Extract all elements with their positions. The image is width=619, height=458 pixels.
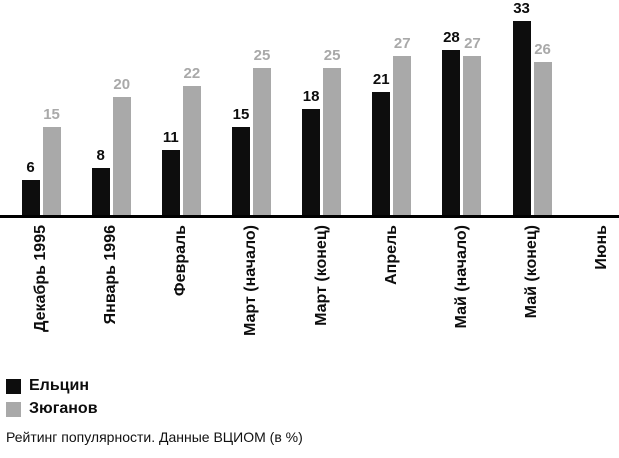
bar-value-label: 33: [513, 0, 530, 17]
x-axis-labels: Декабрь 1995 Январь 1996 Февраль Март (нача…: [0, 218, 619, 368]
bar: 6: [21, 160, 40, 215]
x-axis-label-cell: Июнь: [567, 218, 619, 368]
bar-group: 18 25: [287, 0, 357, 215]
x-axis-label-cell: Май (начало): [427, 218, 497, 368]
x-axis-label-cell: Декабрь 1995: [6, 218, 76, 368]
legend-item: Зюганов: [6, 401, 98, 417]
x-axis-label-cell: Май (конец): [497, 218, 567, 368]
bar-value-label: 8: [96, 146, 105, 164]
bar-value-label: 6: [26, 158, 35, 176]
bar-value-label: 25: [323, 47, 341, 64]
x-axis-label: Март (начало): [242, 225, 260, 336]
x-axis-label: Июнь: [592, 225, 610, 270]
bar: 26: [533, 42, 552, 215]
x-axis-label-cell: Март (начало): [216, 218, 286, 368]
legend-label: Зюганов: [29, 400, 98, 417]
bar-value-label: 25: [253, 47, 271, 64]
x-axis-label: Январь 1996: [102, 225, 120, 325]
legend-item: Ельцин: [6, 378, 98, 394]
bar: 27: [393, 36, 412, 215]
bar: 18: [302, 89, 321, 215]
bar: 8: [91, 148, 110, 215]
x-axis-label-cell: Апрель: [357, 218, 427, 368]
bar-group: 8 20: [76, 0, 146, 215]
bar: 25: [323, 48, 342, 215]
bar-value-label: 20: [113, 76, 131, 94]
bar: 22: [182, 66, 201, 215]
bar-value-label: 15: [43, 105, 60, 123]
legend-swatch: [6, 401, 21, 417]
bar-value-label: 15: [232, 105, 250, 123]
bar: 15: [231, 107, 250, 215]
x-axis-label-cell: Февраль: [146, 218, 216, 368]
plot-area: 6 15 8 20 11 22 15 25 18 25 21 27 28 27 33 26: [0, 0, 619, 215]
bar-group: 15 25: [216, 0, 286, 215]
bar-value-label: 18: [302, 88, 320, 106]
bar-group: [567, 0, 619, 215]
bar-value-label: 27: [393, 35, 411, 53]
bar: 25: [252, 48, 271, 215]
x-axis-label: Май (начало): [452, 225, 470, 329]
bar-value-label: 11: [162, 129, 179, 147]
legend: Ельцин Зюганов: [6, 378, 98, 417]
x-axis-label-cell: Январь 1996: [76, 218, 146, 368]
x-axis-label-cell: Март (конец): [287, 218, 357, 368]
bar: 33: [512, 1, 531, 215]
bar-value-label: 28: [443, 29, 460, 47]
bar-group: 21 27: [357, 0, 427, 215]
chart-caption: Рейтинг популярности. Данные ВЦИОМ (в %): [6, 429, 303, 445]
bar-group: 6 15: [6, 0, 76, 215]
bar-group: 33 26: [497, 0, 567, 215]
bar-group: 11 22: [146, 0, 216, 215]
bar: 27: [463, 36, 482, 215]
legend-label: Ельцин: [29, 377, 90, 394]
bar: 15: [42, 107, 61, 215]
bar: 11: [161, 130, 180, 215]
bar: 28: [442, 30, 461, 215]
x-axis-label: Апрель: [382, 225, 400, 285]
bar-group: 28 27: [427, 0, 497, 215]
legend-swatch: [6, 378, 21, 394]
bar: 20: [112, 77, 131, 215]
x-axis-label: Февраль: [172, 225, 190, 297]
bar-value-label: 26: [534, 41, 551, 59]
bar-value-label: 21: [372, 70, 390, 88]
x-axis-label: Май (конец): [522, 225, 540, 319]
bar-value-label: 27: [464, 35, 481, 53]
x-axis-label: Декабрь 1995: [31, 225, 49, 332]
bar: 21: [372, 72, 391, 215]
bar-value-label: 22: [183, 64, 201, 82]
x-axis: [0, 215, 619, 218]
x-axis-label: Март (конец): [312, 225, 330, 326]
